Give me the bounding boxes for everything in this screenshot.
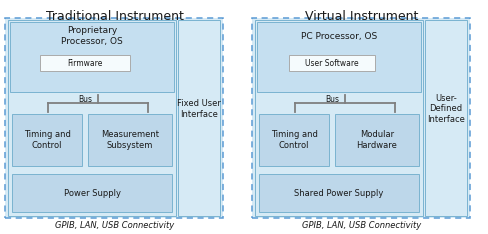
Text: Shared Power Supply: Shared Power Supply	[294, 189, 383, 197]
Bar	[334, 114, 418, 166]
Text: Modular
Hardware: Modular Hardware	[356, 130, 397, 150]
Text: Traditional Instrument: Traditional Instrument	[46, 10, 183, 23]
Text: Bus: Bus	[78, 95, 92, 103]
Bar	[288, 55, 374, 71]
Bar	[40, 55, 130, 71]
Bar	[5, 18, 223, 218]
Text: Timing and
Control: Timing and Control	[270, 130, 317, 150]
Bar	[251, 18, 469, 218]
Text: Firmware: Firmware	[67, 58, 102, 67]
Bar	[254, 20, 422, 216]
Text: GPIB, LAN, USB Connectivity: GPIB, LAN, USB Connectivity	[302, 220, 421, 230]
Bar	[12, 114, 82, 166]
Text: GPIB, LAN, USB Connectivity: GPIB, LAN, USB Connectivity	[55, 220, 174, 230]
Bar	[10, 22, 174, 92]
Bar	[8, 20, 176, 216]
Text: Bus: Bus	[325, 95, 338, 103]
Bar	[88, 114, 172, 166]
Bar	[257, 22, 420, 92]
Bar	[178, 20, 220, 216]
Text: User Software: User Software	[305, 58, 358, 67]
Bar	[259, 174, 418, 212]
Text: Measurement
Subsystem: Measurement Subsystem	[101, 130, 159, 150]
Text: Timing and
Control: Timing and Control	[23, 130, 70, 150]
Text: Virtual Instrument: Virtual Instrument	[305, 10, 418, 23]
Text: PC Processor, OS: PC Processor, OS	[300, 32, 376, 40]
Bar	[424, 20, 466, 216]
Text: Proprietary
Processor, OS: Proprietary Processor, OS	[61, 26, 122, 46]
Bar	[12, 174, 172, 212]
Text: User-
Defined
Interface: User- Defined Interface	[426, 94, 464, 124]
Bar	[259, 114, 328, 166]
Text: Fixed User
Interface: Fixed User Interface	[177, 99, 221, 119]
Text: Power Supply: Power Supply	[63, 189, 120, 197]
